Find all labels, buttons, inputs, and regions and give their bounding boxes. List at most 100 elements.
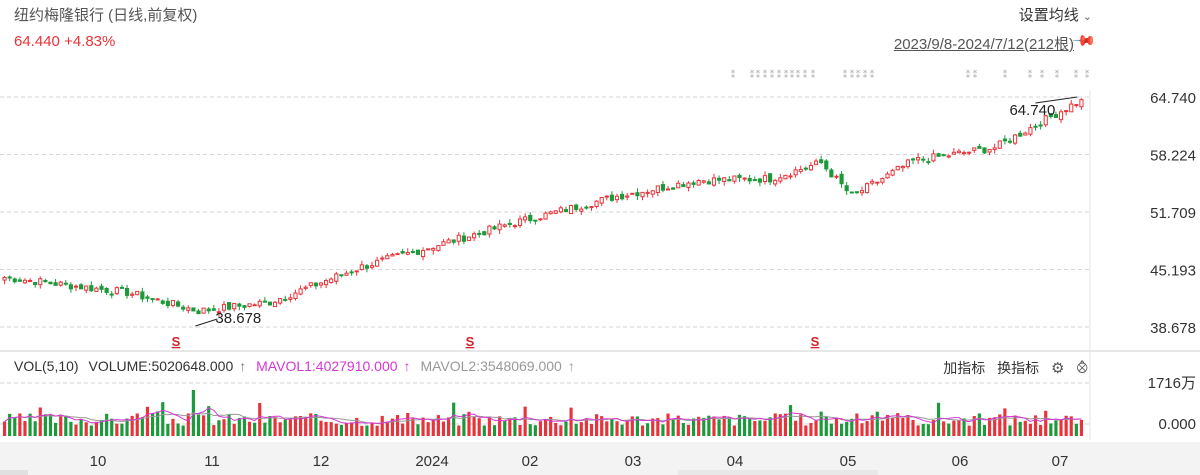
- candle-body: [155, 298, 160, 301]
- volume-bar: [268, 416, 272, 436]
- event-marker: ⁑: [811, 69, 816, 81]
- y-tick-label: 45.193: [1150, 263, 1196, 280]
- candle-body: [676, 182, 681, 189]
- volume-bar: [508, 418, 512, 436]
- candle-body: [369, 265, 375, 268]
- candle-body: [538, 218, 543, 221]
- volume-bar: [355, 417, 359, 436]
- arrow-up-icon: ↑: [239, 358, 247, 374]
- volume-bar: [176, 423, 180, 436]
- volume-bar: [130, 415, 134, 436]
- volume-bar: [768, 417, 772, 436]
- candle-body: [405, 251, 410, 255]
- candle-body: [227, 302, 232, 310]
- candle-body: [375, 259, 380, 267]
- event-marker: ⁑: [856, 69, 861, 81]
- volume-bar: [804, 425, 808, 436]
- candle-body: [839, 173, 844, 185]
- split-marker: S: [172, 334, 181, 349]
- volume-bar: [135, 413, 139, 436]
- volume-bar: [457, 425, 461, 436]
- candle-body: [145, 296, 150, 299]
- candle-body: [68, 284, 73, 290]
- candle-body: [941, 154, 946, 157]
- add-indicator-button[interactable]: 加指标: [943, 360, 986, 376]
- candle-body: [987, 149, 992, 153]
- volume-bar: [13, 417, 17, 436]
- volume-bar: [957, 420, 961, 436]
- candle-body: [926, 161, 931, 164]
- volume-bar: [722, 415, 726, 436]
- candle-body: [946, 155, 951, 158]
- candle-body: [635, 192, 640, 197]
- candle-body: [73, 285, 79, 288]
- volume-bar: [763, 420, 767, 436]
- volume-bar: [595, 414, 599, 436]
- volume-bar: [227, 414, 231, 436]
- volume-bar: [1064, 415, 1068, 436]
- candle-body: [114, 287, 119, 295]
- volume-bar: [1003, 408, 1007, 436]
- candle-body: [977, 145, 982, 149]
- candle-body: [762, 175, 768, 183]
- volume-bar: [676, 415, 680, 436]
- volume-bar: [344, 423, 349, 436]
- candle-body: [808, 165, 814, 171]
- volume-bar: [503, 420, 507, 436]
- switch-indicator-button[interactable]: 换指标: [997, 360, 1040, 376]
- candle-body: [252, 304, 257, 307]
- candle-body: [788, 175, 793, 178]
- candle-body: [701, 180, 706, 183]
- candle-body: [318, 282, 324, 286]
- candle-body: [829, 169, 834, 178]
- volume-bar: [891, 417, 895, 436]
- low-arrow: [195, 318, 218, 327]
- volume-bar: [630, 416, 634, 436]
- volume-bar: [845, 421, 849, 436]
- volume-bar: [1049, 423, 1053, 436]
- volume-bar: [610, 419, 614, 436]
- volume-bar: [839, 423, 844, 436]
- volume-bar: [89, 425, 93, 436]
- volume-bar: [656, 418, 660, 436]
- volume-bar: [472, 416, 476, 436]
- set-ma-button[interactable]: 设置均线 ⌄: [1019, 4, 1092, 25]
- volume-bar: [942, 421, 946, 436]
- candle-body: [186, 307, 191, 311]
- split-marker: S: [811, 334, 820, 349]
- volume-bar: [896, 413, 900, 436]
- volume-bar: [666, 413, 670, 436]
- candle-body: [63, 282, 68, 285]
- scroll-thumb-left: [0, 470, 28, 475]
- mavol2-value: MAVOL2:3548069.000: [420, 358, 562, 374]
- volume-bar: [947, 423, 951, 436]
- candle-body: [288, 297, 293, 300]
- volume-bar: [778, 414, 782, 436]
- x-tick-label: 2024: [415, 453, 448, 470]
- volume-bar: [574, 423, 578, 436]
- date-range-link[interactable]: 2023/9/8-2024/7/12(212根): [893, 36, 1074, 53]
- candle-body: [854, 191, 859, 194]
- event-marker: ⁑: [1003, 69, 1008, 81]
- candle-body: [727, 179, 732, 182]
- volume-bar: [865, 421, 869, 436]
- x-tick-label: 10: [90, 453, 107, 470]
- volume-bar: [421, 417, 425, 436]
- candle-body: [232, 302, 237, 310]
- volume-bar: [998, 414, 1002, 436]
- volume-bar: [549, 416, 553, 436]
- candle-body: [257, 300, 262, 307]
- volume-bar: [2, 421, 7, 436]
- candle-body: [967, 151, 972, 154]
- candle-body: [696, 179, 701, 186]
- candle-body: [211, 308, 216, 311]
- volume-bar: [365, 425, 369, 436]
- close-icon[interactable]: ⨶: [1076, 360, 1088, 377]
- volume-bar: [829, 423, 833, 436]
- gear-icon[interactable]: ⚙: [1050, 360, 1065, 377]
- volume-bar: [640, 425, 645, 436]
- candle-body: [579, 208, 584, 212]
- candle-body: [1007, 140, 1013, 143]
- candle-body: [165, 300, 170, 307]
- candle-body: [1043, 115, 1048, 126]
